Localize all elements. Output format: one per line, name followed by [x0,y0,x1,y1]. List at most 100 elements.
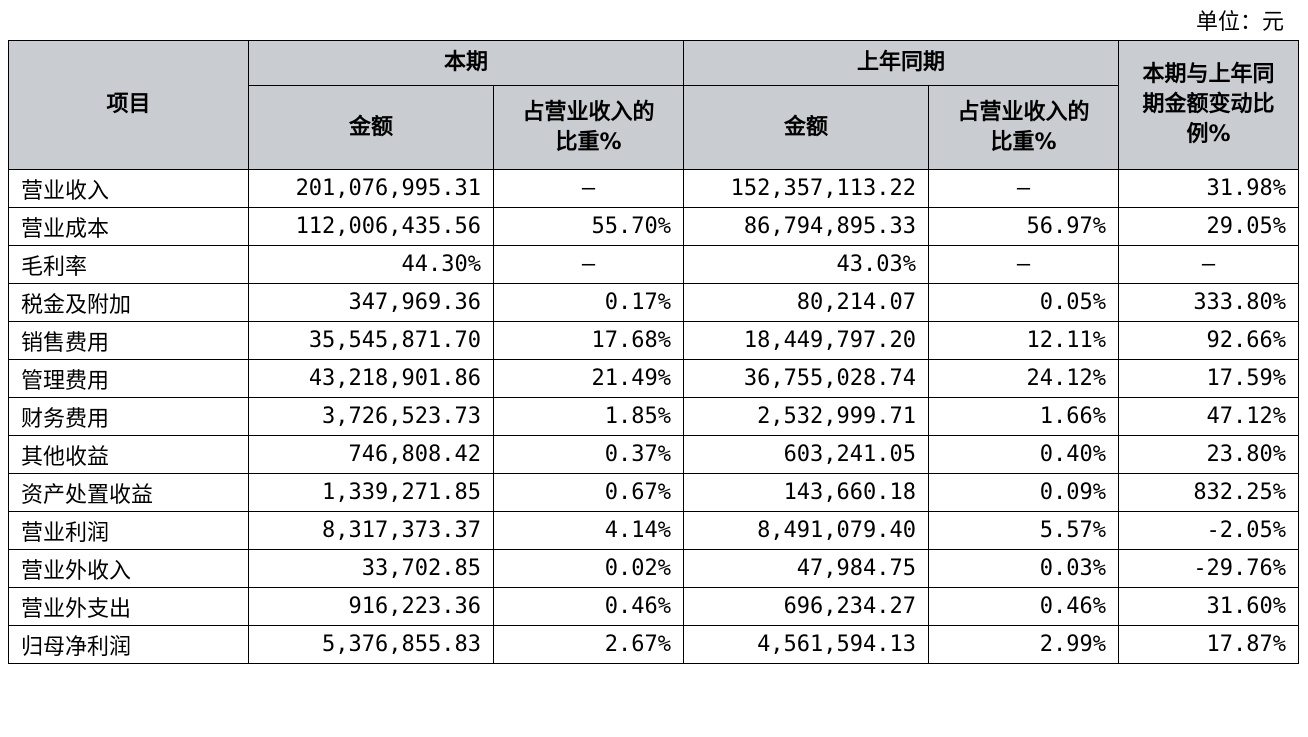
current-amount: 44.30% [248,245,494,284]
change-pct: 31.60% [1118,587,1300,626]
change-pct: 17.87% [1118,625,1300,664]
current-amount: 916,223.36 [248,587,494,626]
prior-amount: 86,794,895.33 [683,207,930,246]
current-ratio: 2.67% [492,625,685,664]
current-amount: 201,076,995.31 [248,169,494,208]
current-amount: 35,545,871.70 [248,321,494,360]
change-pct: -29.76% [1118,549,1300,588]
current-ratio: 21.49% [492,359,685,398]
current-ratio: 0.02% [492,549,685,588]
current-amount: 33,702.85 [248,549,494,588]
change-pct: 333.80% [1118,283,1300,322]
income-statement-table: 项目 本期 上年同期 本期与上年同期金额变动比例% 金额 占营业收入的比重% 金… [8,40,1300,664]
row-name: 管理费用 [8,359,249,398]
current-ratio: 55.70% [492,207,685,246]
row-name: 税金及附加 [8,283,249,322]
table-row: 营业外支出 916,223.36 0.46% 696,234.27 0.46% 31.60… [8,587,1300,626]
row-name: 毛利率 [8,245,249,284]
current-amount: 746,808.42 [248,435,494,474]
header-change: 本期与上年同期金额变动比例% [1118,40,1300,170]
table-row: 毛利率 44.30% –43.03% – – [8,245,1300,284]
row-name: 营业收入 [8,169,249,208]
prior-amount: 80,214.07 [683,283,930,322]
table-row: 财务费用 3,726,523.73 1.85% 2,532,999.71 1.66% 47… [8,397,1300,436]
prior-amount: 4,561,594.13 [683,625,930,664]
current-ratio: – [492,169,685,208]
current-ratio: 17.68% [492,321,685,360]
prior-amount: 143,660.18 [683,473,930,512]
table-row: 销售费用 35,545,871.70 17.68% 18,449,797.20 12.1… [8,321,1300,360]
header-current-ratio: 占营业收入的比重% [492,85,685,170]
row-name: 财务费用 [8,397,249,436]
prior-ratio: 12.11% [928,321,1120,360]
unit-label: 单位：元 [1195,10,1284,35]
prior-ratio: 1.66% [928,397,1120,436]
change-pct: 23.80% [1118,435,1300,474]
table-row: 管理费用 43,218,901.86 21.49% 36,755,028.74 24.1… [8,359,1300,398]
row-name: 营业成本 [8,207,249,246]
prior-amount: 36,755,028.74 [683,359,930,398]
table-row: 营业成本 112,006,435.56 55.70% 86,794,895.33 56.… [8,207,1300,246]
table-row: 资产处置收益 1,339,271.85 0.67% 143,660.18 0.09% 83… [8,473,1300,512]
change-pct: 29.05% [1118,207,1300,246]
prior-ratio: – [928,245,1120,284]
prior-amount: 696,234.27 [683,587,930,626]
current-ratio: 0.37% [492,435,685,474]
current-ratio: 4.14% [492,511,685,550]
current-amount: 8,317,373.37 [248,511,494,550]
header-prior-amount: 金额 [683,85,930,170]
row-name: 其他收益 [8,435,249,474]
change-pct: 17.59% [1118,359,1300,398]
prior-ratio: 0.46% [928,587,1120,626]
prior-amount: 8,491,079.40 [683,511,930,550]
current-amount: 3,726,523.73 [248,397,494,436]
prior-ratio: 24.12% [928,359,1120,398]
current-amount: 112,006,435.56 [248,207,494,246]
table-row: 营业外收入 33,702.85 0.02% 47,984.75 0.03% -29.76% [8,549,1300,588]
prior-amount: 18,449,797.20 [683,321,930,360]
prior-amount: 603,241.05 [683,435,930,474]
prior-amount: 47,984.75 [683,549,930,588]
change-pct: 31.98% [1118,169,1300,208]
table-row: 归母净利润 5,376,855.83 2.67% 4,561,594.13 2.99% 1… [8,625,1300,664]
change-pct: -2.05% [1118,511,1300,550]
header-prior-ratio: 占营业收入的比重% [928,85,1120,170]
prior-ratio: 56.97% [928,207,1120,246]
prior-ratio: 2.99% [928,625,1120,664]
row-name: 资产处置收益 [8,473,249,512]
current-amount: 1,339,271.85 [248,473,494,512]
row-name: 营业外支出 [8,587,249,626]
current-amount: 5,376,855.83 [248,625,494,664]
table-row: 营业收入 201,076,995.31–152,357,113.22–31.98% [8,169,1300,208]
prior-amount: 43.03% [683,245,930,284]
row-name: 营业外收入 [8,549,249,588]
change-pct: – [1118,245,1300,284]
current-ratio: 1.85% [492,397,685,436]
row-name: 销售费用 [8,321,249,360]
change-pct: 92.66% [1118,321,1300,360]
change-pct: 832.25% [1118,473,1300,512]
prior-ratio: 0.09% [928,473,1120,512]
header-current-amount: 金额 [248,85,494,170]
prior-amount: 2,532,999.71 [683,397,930,436]
current-amount: 43,218,901.86 [248,359,494,398]
prior-amount: 152,357,113.22 [683,169,930,208]
current-ratio: 0.67% [492,473,685,512]
table-row: 营业利润 8,317,373.37 4.14% 8,491,079.40 5.57% -2… [8,511,1300,550]
header-prior-period: 上年同期 [683,40,1120,86]
prior-ratio: 5.57% [928,511,1120,550]
prior-ratio: 0.03% [928,549,1120,588]
change-pct: 47.12% [1118,397,1300,436]
header-item: 项目 [8,40,249,170]
current-ratio: – [492,245,685,284]
table-row: 税金及附加 347,969.36 0.17% 80,214.07 0.05% 333.80… [8,283,1300,322]
current-amount: 347,969.36 [248,283,494,322]
prior-ratio: 0.05% [928,283,1120,322]
table-row: 其他收益 746,808.42 0.37% 603,241.05 0.40% 23.80% [8,435,1300,474]
row-name: 归母净利润 [8,625,249,664]
current-ratio: 0.46% [492,587,685,626]
header-current-period: 本期 [247,40,685,86]
prior-ratio: – [928,169,1120,208]
prior-ratio: 0.40% [928,435,1120,474]
row-name: 营业利润 [8,511,249,550]
